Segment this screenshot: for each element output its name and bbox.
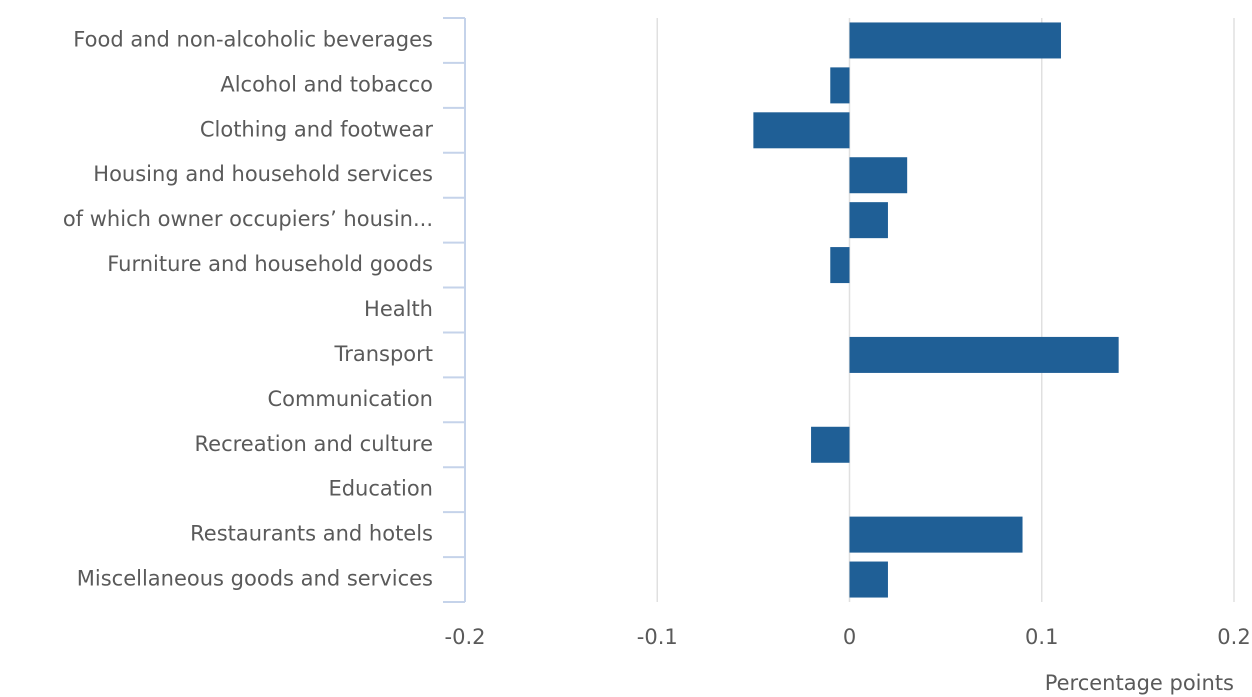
x-tick-label: -0.2 bbox=[445, 625, 486, 649]
y-tick-label: Alcohol and tobacco bbox=[220, 72, 433, 96]
bar bbox=[849, 336, 1119, 373]
y-tick-label: Communication bbox=[267, 387, 433, 411]
y-tick-label: of which owner occupiers’ housin... bbox=[63, 207, 433, 231]
bar bbox=[849, 561, 888, 598]
bar bbox=[811, 426, 850, 463]
x-tick-label: 0.2 bbox=[1217, 625, 1250, 649]
y-tick-label: Transport bbox=[333, 342, 433, 366]
y-tick-label: Furniture and household goods bbox=[107, 252, 433, 276]
bar bbox=[753, 112, 850, 149]
x-tick-label: 0 bbox=[843, 625, 856, 649]
x-tick-label: 0.1 bbox=[1025, 625, 1058, 649]
y-tick-label: Health bbox=[364, 297, 433, 321]
y-tick-label: Recreation and culture bbox=[195, 432, 434, 456]
bar bbox=[849, 157, 908, 194]
x-axis-label: Percentage points bbox=[1045, 671, 1234, 695]
y-tick-label: Education bbox=[328, 477, 433, 501]
bar bbox=[830, 67, 850, 104]
y-tick-label: Miscellaneous goods and services bbox=[77, 567, 433, 591]
bar bbox=[849, 516, 1023, 553]
y-tick-label: Housing and household services bbox=[93, 162, 433, 186]
bar bbox=[849, 22, 1061, 59]
bar bbox=[830, 247, 850, 284]
bar bbox=[849, 202, 888, 239]
y-tick-label: Clothing and footwear bbox=[200, 117, 434, 141]
y-tick-label: Food and non-alcoholic beverages bbox=[73, 27, 433, 51]
x-tick-label: -0.1 bbox=[637, 625, 678, 649]
y-tick-label: Restaurants and hotels bbox=[190, 522, 433, 546]
